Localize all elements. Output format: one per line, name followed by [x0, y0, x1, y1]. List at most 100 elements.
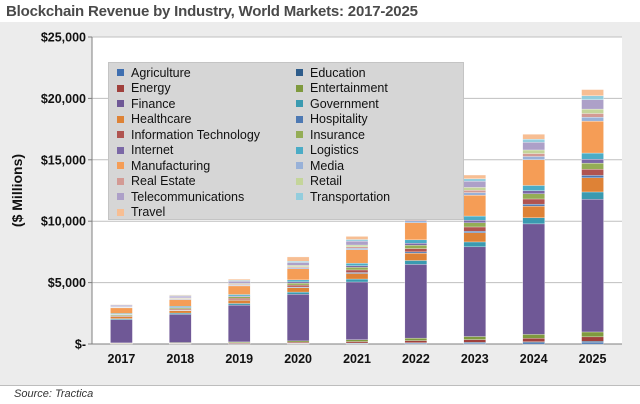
- bar-segment: [110, 316, 133, 319]
- bar-segment: [228, 285, 251, 295]
- bar-segment: [522, 142, 545, 151]
- legend-swatch: [296, 177, 303, 185]
- bar-segment: [110, 307, 133, 314]
- legend-item: Finance: [117, 96, 175, 111]
- legend-label: Insurance: [310, 127, 365, 142]
- bar-segment: [522, 153, 545, 157]
- legend-item: Insurance: [296, 127, 365, 142]
- bar-segment: [345, 273, 369, 280]
- bar-segment: [404, 264, 428, 339]
- bar-segment: [581, 99, 604, 110]
- legend-swatch: [117, 193, 124, 200]
- legend-label: Retail: [310, 174, 342, 188]
- bar-segment: [581, 199, 604, 333]
- bar-segment: [404, 252, 428, 261]
- bar-segment: [345, 281, 369, 340]
- bar-segment: [345, 246, 369, 249]
- bar-segment: [228, 281, 251, 284]
- legend-label: Healthcare: [131, 112, 192, 126]
- y-axis-label: ($ Millions): [9, 154, 25, 227]
- bar-segment: [345, 339, 369, 342]
- legend-swatch: [296, 115, 303, 123]
- legend-item: Media: [296, 158, 344, 173]
- bar-segment: [581, 341, 604, 343]
- bar-segment: [581, 191, 604, 200]
- bar-segment: [286, 284, 310, 288]
- legend-swatch: [296, 100, 303, 107]
- bar-segment: [345, 269, 369, 273]
- bar-segment: [522, 198, 545, 205]
- bar-segment: [463, 222, 486, 228]
- legend-swatch: [117, 177, 124, 185]
- bar-segment: [169, 299, 192, 307]
- bar-segment: [286, 267, 310, 269]
- legend-label: Logistics: [310, 143, 359, 157]
- x-tick-label: 2024: [520, 352, 548, 366]
- bar-segment: [463, 195, 486, 217]
- legend-item: Energy: [117, 81, 171, 96]
- bar-segment: [522, 205, 545, 218]
- legend-item: Transportation: [296, 189, 390, 204]
- bar-segment: [169, 308, 192, 311]
- bar-segment: [463, 190, 486, 193]
- legend-item: Travel: [117, 205, 165, 220]
- bar-segment: [110, 319, 133, 344]
- bar-segment: [286, 261, 310, 263]
- y-tick-label: $5,000: [48, 276, 86, 290]
- legend-swatch: [117, 146, 124, 154]
- bar-segment: [463, 232, 486, 243]
- legend-item: Hospitality: [296, 112, 368, 127]
- bar-segment: [522, 149, 545, 154]
- bar-segment: [345, 263, 369, 266]
- bar-segment: [463, 187, 486, 191]
- bar-segment: [228, 294, 251, 297]
- bar-segment: [228, 303, 251, 306]
- bar-segment: [463, 174, 486, 179]
- bar-segment: [286, 279, 310, 283]
- x-tick-label: 2019: [225, 352, 253, 366]
- legend-swatch: [117, 131, 124, 138]
- bar-segment: [522, 139, 545, 143]
- bar-segment: [345, 239, 369, 242]
- bar-segment: [463, 220, 486, 223]
- legend-label: Travel: [131, 205, 166, 219]
- legend-item: Telecommunications: [117, 189, 244, 204]
- legend-swatch: [296, 131, 303, 138]
- chart-frame: $- $5,000 $10,000 $15,000 $20,000 $25,000 ($ M…: [0, 22, 640, 385]
- bar-segment: [286, 291, 310, 295]
- bar-segment: [286, 281, 310, 284]
- legend-label: Information Technology: [131, 127, 261, 142]
- bar-segment: [581, 336, 604, 342]
- y-tick-label: $10,000: [41, 215, 86, 229]
- legend-label: Manufacturing: [131, 158, 211, 173]
- bar-segment: [522, 334, 545, 339]
- y-tick-label: $25,000: [41, 31, 86, 45]
- legend-swatch: [117, 162, 124, 169]
- legend-swatch: [117, 84, 124, 92]
- legend-label: Agriculture: [131, 65, 191, 80]
- bar-segment: [463, 192, 486, 196]
- legend-item: Agriculture: [117, 65, 191, 80]
- bar-segment: [286, 262, 310, 266]
- y-tick-label: $15,000: [41, 153, 86, 167]
- legend-swatch: [296, 69, 303, 76]
- bar-segment: [581, 89, 604, 96]
- bar-segment: [581, 169, 604, 176]
- bar-segment: [404, 260, 428, 265]
- bar-segment: [228, 300, 251, 304]
- bar-segment: [581, 331, 604, 338]
- bar-segment: [169, 314, 192, 343]
- bar-segment: [228, 298, 251, 300]
- bar-segment: [463, 226, 486, 232]
- x-tick-label: 2018: [166, 352, 194, 366]
- bar-segment: [463, 241, 486, 248]
- chart-legend: Agriculture Education Energy Entertainment F…: [108, 62, 464, 220]
- bar-segment: [581, 113, 604, 118]
- bar-segment: [286, 282, 310, 286]
- legend-item: Information Technology: [117, 127, 260, 142]
- bar-segment: [581, 117, 604, 122]
- bar-segment: [581, 108, 604, 114]
- x-tick-label: 2023: [461, 352, 489, 366]
- bar-segment: [286, 287, 310, 293]
- bar-segment: [463, 336, 486, 340]
